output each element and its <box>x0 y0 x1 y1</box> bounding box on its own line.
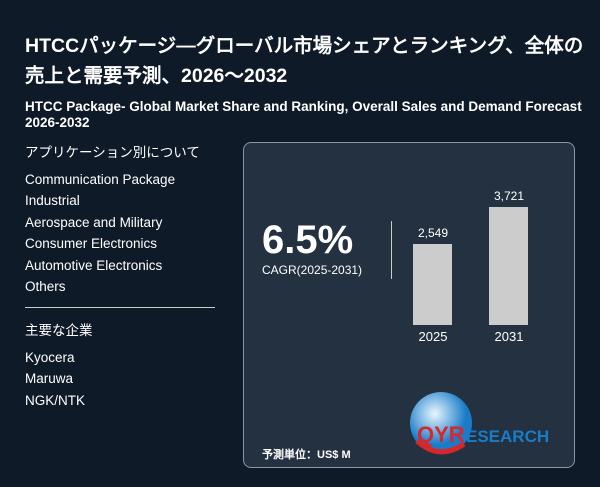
data-label: 3,721 <box>493 189 525 203</box>
application-item: Industrial <box>25 193 80 208</box>
summary-panel: 6.5% CAGR(2025-2031) 2,549 2025 3,721 2031 … <box>243 142 575 468</box>
x-tick-label: 2031 <box>494 329 524 344</box>
data-label: 2,549 <box>417 226 449 241</box>
applications-heading: アプリケーション別について <box>25 145 200 160</box>
company-item: Kyocera <box>25 349 75 365</box>
application-item: Consumer Electronics <box>25 236 158 251</box>
divider <box>25 307 215 308</box>
qyresearch-logo: QYR ESEARCH <box>410 392 549 455</box>
company-item: Maruwa <box>25 371 74 386</box>
applications-section: アプリケーション別について Communication Package Indu… <box>25 142 200 298</box>
x-tick-label: 2025 <box>418 329 448 344</box>
unit-label: 予測単位：US$ M <box>262 449 351 461</box>
svg-text:QYR: QYR <box>417 422 465 447</box>
svg-text:ESEARCH: ESEARCH <box>466 427 549 446</box>
companies-section: 主要な企業 Kyocera Maruwa NGK/NTK <box>25 320 93 411</box>
bar-2031 <box>489 207 528 325</box>
application-item: Aerospace and Military <box>25 214 163 230</box>
companies-heading: 主要な企業 <box>25 323 93 338</box>
application-item: Automotive Electronics <box>25 257 163 273</box>
application-item: Communication Package <box>25 171 176 187</box>
separator <box>391 221 392 279</box>
cagr-label: CAGR(2025-2031) <box>262 263 363 277</box>
page-title: HTCCパッケージ―グローバル市場シェアとランキング、全体の売上と需要予測、20… <box>25 35 584 87</box>
application-item: Others <box>25 279 66 294</box>
cagr-value: 6.5% <box>262 218 354 262</box>
page-subtitle: HTCC Package- Global Market Share and Ra… <box>25 99 582 130</box>
bar-2025 <box>413 244 452 325</box>
company-item: NGK/NTK <box>25 392 86 408</box>
